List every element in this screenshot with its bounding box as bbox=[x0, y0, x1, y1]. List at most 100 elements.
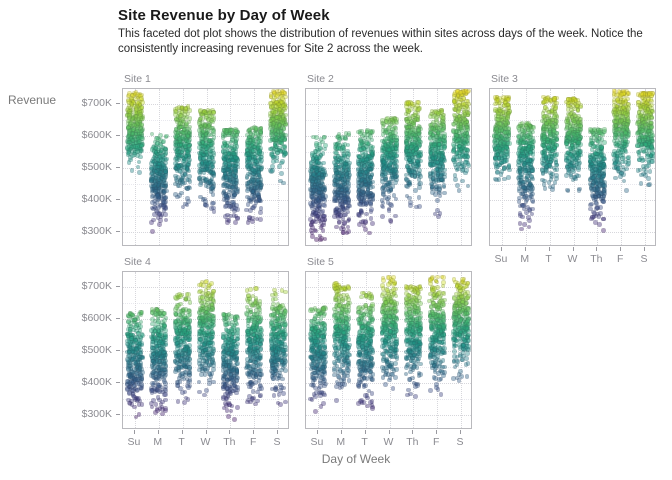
data-point bbox=[333, 150, 339, 156]
facet-panel: Site 1 bbox=[122, 73, 289, 246]
data-point bbox=[199, 136, 204, 141]
data-point bbox=[388, 161, 393, 166]
data-point bbox=[466, 101, 471, 107]
facet-title: Site 2 bbox=[307, 73, 334, 85]
data-point bbox=[457, 90, 463, 95]
data-point bbox=[254, 126, 259, 132]
x-axis-title: Day of Week bbox=[321, 452, 391, 466]
data-point bbox=[157, 212, 162, 217]
data-point bbox=[126, 150, 131, 155]
data-point bbox=[416, 195, 422, 200]
data-point bbox=[332, 196, 337, 201]
plot-area bbox=[489, 88, 656, 246]
data-point bbox=[408, 107, 414, 113]
data-point bbox=[196, 121, 202, 126]
gridline-vertical bbox=[134, 89, 137, 245]
data-point bbox=[232, 206, 238, 211]
data-point bbox=[346, 131, 352, 136]
data-point bbox=[177, 169, 183, 174]
data-point bbox=[341, 207, 347, 212]
data-point bbox=[382, 142, 388, 147]
data-point bbox=[279, 96, 285, 101]
data-point bbox=[230, 184, 235, 190]
data-point bbox=[368, 216, 374, 221]
data-point bbox=[521, 162, 527, 168]
data-point bbox=[136, 116, 142, 122]
data-point bbox=[363, 182, 368, 188]
data-point bbox=[137, 139, 142, 144]
data-point bbox=[525, 158, 530, 164]
y-tick-mark bbox=[116, 102, 120, 104]
data-point bbox=[455, 183, 460, 188]
data-point bbox=[155, 157, 160, 162]
data-point bbox=[390, 130, 396, 135]
data-point bbox=[409, 173, 415, 178]
data-point bbox=[506, 97, 512, 102]
data-point bbox=[409, 119, 414, 124]
data-point bbox=[129, 102, 135, 107]
y-tick-label: $600K bbox=[81, 128, 112, 141]
data-point bbox=[245, 181, 251, 187]
data-point bbox=[227, 163, 232, 169]
data-point bbox=[256, 155, 262, 160]
data-point bbox=[252, 138, 257, 143]
data-point bbox=[308, 222, 314, 227]
data-point bbox=[226, 204, 232, 209]
data-point bbox=[380, 214, 385, 219]
data-point bbox=[149, 165, 154, 170]
data-point bbox=[226, 218, 232, 223]
data-point bbox=[210, 192, 216, 197]
data-point bbox=[224, 174, 230, 180]
data-point bbox=[258, 205, 264, 211]
data-point bbox=[451, 149, 456, 154]
data-point bbox=[344, 171, 350, 176]
data-point bbox=[529, 174, 534, 180]
data-point bbox=[245, 140, 251, 146]
data-point bbox=[258, 217, 264, 222]
data-point bbox=[530, 124, 536, 130]
data-point bbox=[269, 153, 275, 158]
data-point bbox=[365, 128, 370, 134]
data-point bbox=[390, 176, 396, 181]
data-point bbox=[360, 190, 366, 195]
data-point bbox=[526, 214, 531, 220]
data-point bbox=[363, 227, 368, 232]
chart-subtitle: This faceted dot plot shows the distribu… bbox=[118, 28, 643, 55]
data-point bbox=[369, 206, 374, 212]
data-point bbox=[502, 154, 507, 159]
data-point bbox=[130, 137, 135, 143]
data-point bbox=[382, 160, 387, 165]
data-point bbox=[334, 209, 339, 215]
data-point bbox=[528, 141, 534, 146]
data-point bbox=[384, 196, 390, 202]
data-point bbox=[415, 100, 421, 105]
data-point bbox=[388, 187, 394, 192]
data-point bbox=[337, 171, 343, 176]
data-point bbox=[149, 178, 154, 183]
data-point bbox=[388, 219, 394, 224]
data-point bbox=[525, 174, 530, 180]
data-point bbox=[418, 151, 423, 157]
data-point bbox=[403, 103, 409, 109]
y-tick-label: $500K bbox=[81, 161, 112, 173]
data-point bbox=[162, 199, 167, 205]
data-point bbox=[311, 134, 316, 140]
data-point bbox=[133, 113, 139, 119]
data-point bbox=[506, 132, 512, 138]
data-point bbox=[245, 201, 251, 207]
data-point bbox=[136, 159, 142, 165]
data-point bbox=[519, 214, 525, 220]
data-point bbox=[199, 160, 205, 166]
data-point bbox=[370, 144, 376, 150]
data-point bbox=[163, 156, 169, 162]
data-point bbox=[154, 136, 160, 141]
data-point bbox=[436, 111, 441, 116]
data-point bbox=[211, 129, 216, 134]
data-point bbox=[367, 230, 372, 236]
data-point bbox=[358, 131, 363, 136]
data-point bbox=[137, 170, 142, 175]
data-point bbox=[183, 106, 189, 111]
data-point bbox=[134, 127, 140, 132]
data-point bbox=[126, 92, 132, 98]
data-point bbox=[275, 93, 280, 98]
